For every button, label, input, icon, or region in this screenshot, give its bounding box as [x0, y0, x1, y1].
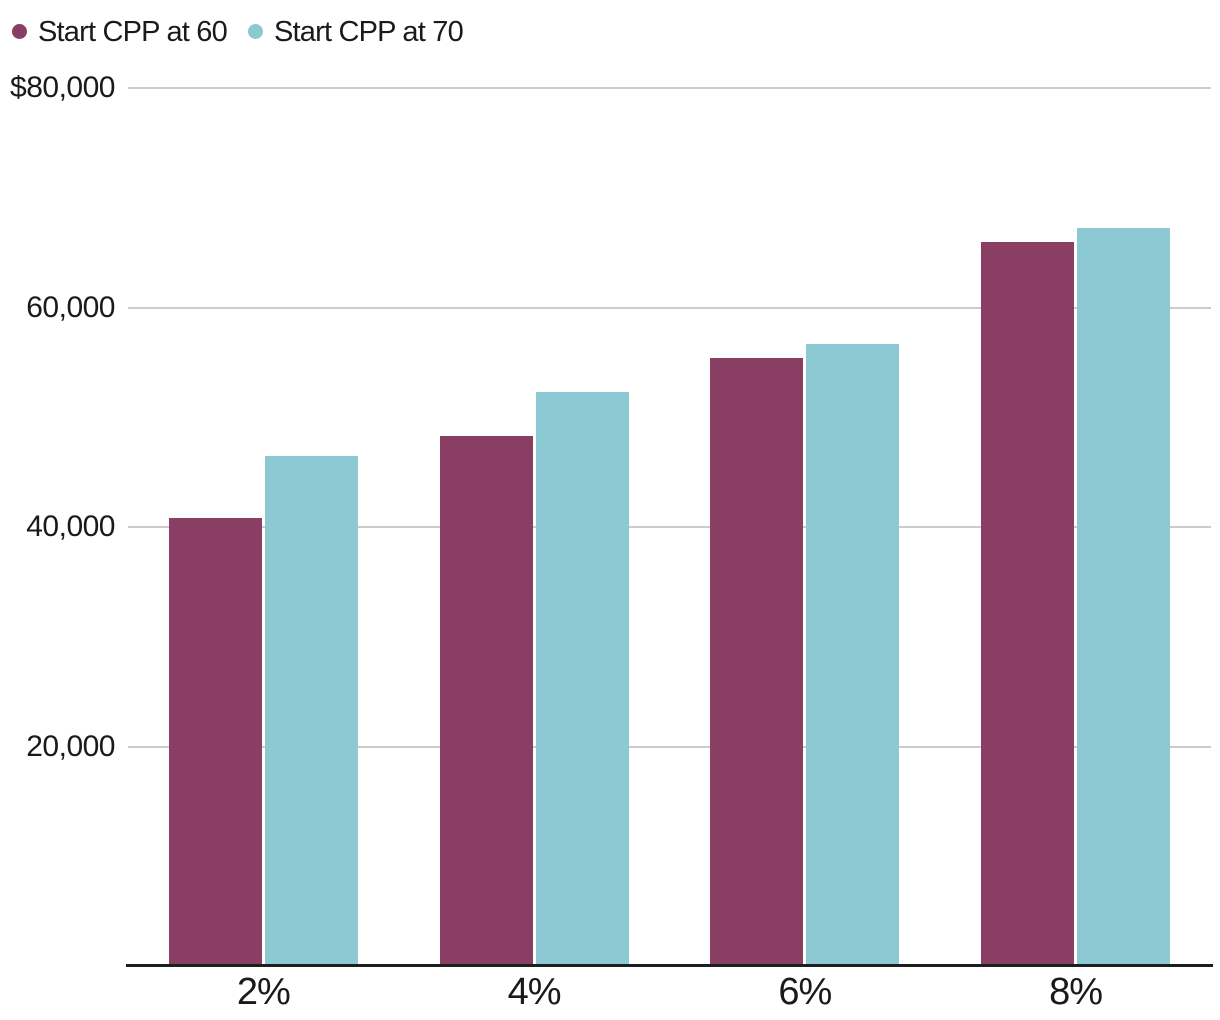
- bar-start-cpp-at-70-2: [265, 455, 358, 966]
- bar-start-cpp-at-60-8: [981, 241, 1074, 966]
- legend-item-start-cpp-at-70: Start CPP at 70: [247, 16, 464, 48]
- gridline-80000: [128, 87, 1211, 89]
- x-axis-tick-label: 8%: [1049, 971, 1103, 1013]
- legend-label: Start CPP at 60: [38, 16, 228, 48]
- y-axis-tick-label: 40,000: [26, 510, 115, 543]
- legend-label: Start CPP at 70: [273, 16, 464, 48]
- x-axis-line: [126, 964, 1213, 967]
- gridline-60000: [128, 306, 1211, 309]
- y-axis-tick-label: $80,000: [10, 71, 115, 104]
- bar-start-cpp-at-70-8: [1077, 228, 1170, 966]
- legend-dot-icon: [12, 24, 27, 39]
- legend: Start CPP at 60 Start CPP at 70: [12, 16, 464, 48]
- y-axis-tick-label: 60,000: [26, 290, 115, 324]
- x-axis-tick-label: 6%: [778, 971, 832, 1013]
- bar-start-cpp-at-70-4: [536, 392, 629, 966]
- y-axis-tick-label: 20,000: [26, 729, 115, 763]
- bar-start-cpp-at-70-6: [806, 343, 899, 966]
- gridline-20000: [128, 745, 1211, 748]
- x-axis-tick-label: 2%: [236, 971, 291, 1013]
- legend-item-start-cpp-at-60: Start CPP at 60: [12, 16, 228, 48]
- bar-start-cpp-at-60-4: [440, 435, 533, 966]
- legend-dot-icon: [247, 24, 263, 39]
- x-axis-tick-label: 4%: [507, 971, 562, 1013]
- gridline-40000: [128, 526, 1211, 528]
- bar-start-cpp-at-60-2: [169, 518, 262, 966]
- bar-start-cpp-at-60-6: [710, 357, 803, 966]
